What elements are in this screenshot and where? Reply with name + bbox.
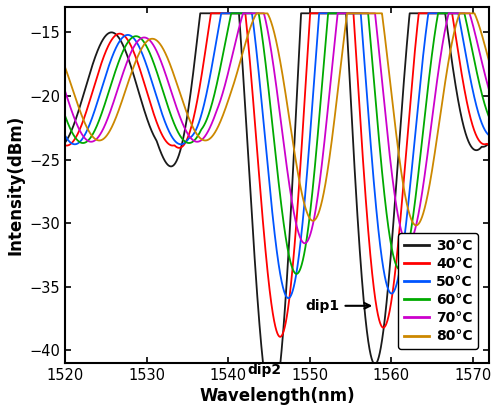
50°C: [472, 96, 478, 101]
60°C: [294, 272, 300, 276]
30°C: [472, 147, 478, 152]
50°C: [76, 140, 82, 145]
60°C: [228, 11, 234, 16]
60°C: [195, 133, 201, 138]
70°C: [302, 241, 308, 246]
Legend: 30°C, 40°C, 50°C, 60°C, 70°C, 80°C: 30°C, 40°C, 50°C, 60°C, 70°C, 80°C: [398, 233, 478, 349]
Text: dip2: dip2: [248, 363, 282, 377]
50°C: [110, 54, 116, 59]
70°C: [76, 125, 82, 130]
50°C: [370, 171, 376, 176]
50°C: [286, 296, 292, 301]
80°C: [254, 11, 260, 16]
Y-axis label: Intensity(dBm): Intensity(dBm): [7, 115, 25, 255]
70°C: [110, 103, 116, 108]
Line: 60°C: 60°C: [65, 13, 490, 274]
40°C: [486, 143, 492, 148]
80°C: [486, 60, 492, 65]
Line: 50°C: 50°C: [65, 13, 490, 298]
50°C: [238, 11, 244, 16]
80°C: [195, 133, 201, 138]
50°C: [218, 11, 224, 16]
70°C: [472, 29, 478, 34]
70°C: [240, 11, 246, 16]
30°C: [238, 34, 244, 39]
30°C: [370, 360, 376, 365]
80°C: [472, 11, 478, 16]
70°C: [370, 11, 376, 16]
Text: dip1: dip1: [306, 299, 370, 313]
40°C: [208, 11, 214, 16]
80°C: [62, 65, 68, 70]
60°C: [472, 59, 478, 64]
60°C: [370, 69, 376, 74]
60°C: [486, 115, 492, 120]
60°C: [238, 11, 244, 16]
Line: 30°C: 30°C: [65, 13, 490, 363]
40°C: [277, 334, 283, 339]
70°C: [486, 89, 492, 94]
40°C: [195, 95, 201, 100]
30°C: [110, 30, 116, 35]
60°C: [110, 78, 116, 83]
50°C: [195, 123, 201, 128]
Line: 40°C: 40°C: [65, 13, 490, 337]
30°C: [62, 140, 68, 145]
30°C: [197, 11, 203, 16]
80°C: [110, 124, 116, 129]
Line: 70°C: 70°C: [65, 13, 490, 243]
50°C: [486, 133, 492, 138]
30°C: [76, 109, 82, 114]
40°C: [62, 143, 68, 148]
40°C: [238, 11, 244, 16]
80°C: [413, 223, 419, 228]
40°C: [110, 36, 116, 41]
40°C: [370, 279, 376, 284]
80°C: [238, 58, 244, 63]
60°C: [62, 113, 68, 118]
80°C: [76, 104, 82, 109]
70°C: [195, 139, 201, 144]
70°C: [62, 89, 68, 94]
30°C: [260, 360, 266, 365]
80°C: [370, 11, 376, 16]
30°C: [195, 31, 201, 36]
30°C: [486, 140, 492, 145]
50°C: [62, 133, 68, 138]
60°C: [76, 139, 82, 144]
40°C: [472, 129, 478, 133]
70°C: [238, 20, 244, 25]
X-axis label: Wavelength(nm): Wavelength(nm): [200, 387, 355, 405]
Line: 80°C: 80°C: [65, 13, 490, 225]
40°C: [76, 130, 82, 135]
